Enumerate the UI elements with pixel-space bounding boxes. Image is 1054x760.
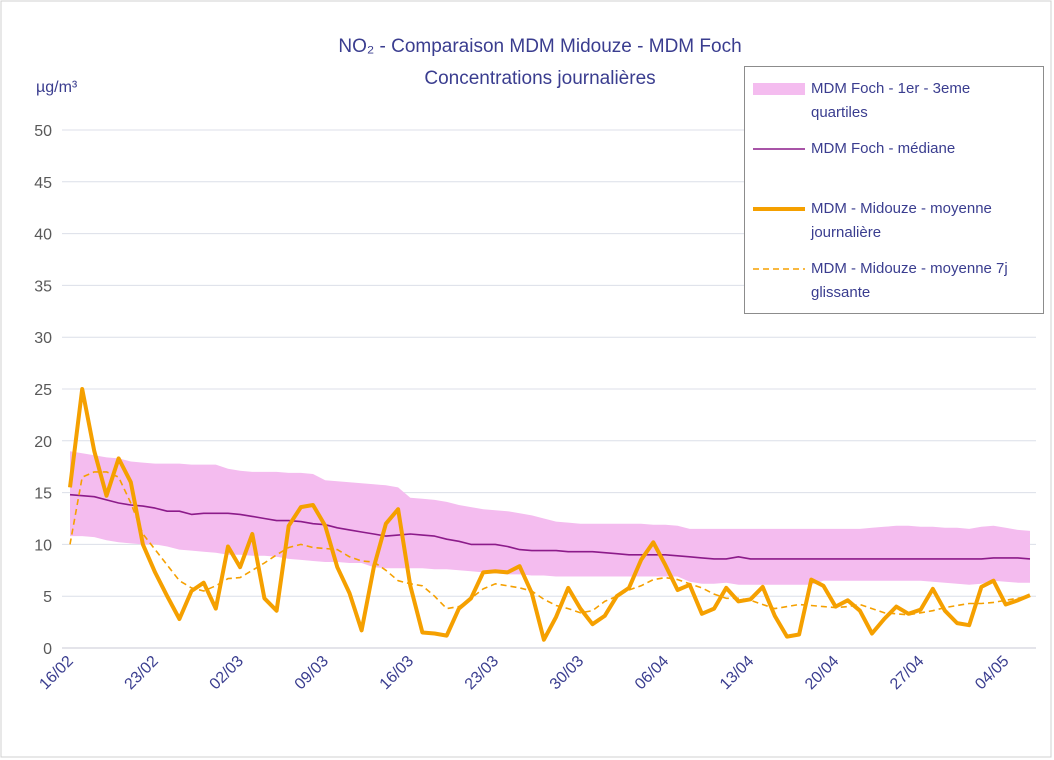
y-tick-label: 25 <box>34 382 52 399</box>
legend-swatch <box>753 148 805 150</box>
legend-swatch <box>753 268 805 270</box>
x-tick-label: 04/05 <box>972 653 1012 693</box>
y-tick-label: 5 <box>43 589 52 606</box>
x-tick-label: 13/04 <box>717 653 757 693</box>
y-tick-label: 35 <box>34 278 52 295</box>
legend-swatch <box>753 83 805 95</box>
x-tick-label: 09/03 <box>292 653 332 693</box>
legend-swatch-band <box>753 83 805 95</box>
y-tick-label: 45 <box>34 175 52 192</box>
chart-subtitle: Concentrations journalières <box>424 68 655 89</box>
series-line <box>69 493 1031 560</box>
x-tick-label: 02/03 <box>207 653 247 693</box>
y-tick-label: 30 <box>34 330 52 347</box>
series-line <box>68 387 1031 642</box>
x-tick-label: 20/04 <box>802 653 842 693</box>
y-tick-label: 50 <box>34 123 52 140</box>
x-tick-label: 23/02 <box>122 653 162 693</box>
x-tick-label: 30/03 <box>547 653 587 693</box>
y-tick-label: 10 <box>34 537 52 554</box>
chart-title: NO₂ - Comparaison MDM Midouze - MDM Foch <box>338 36 741 57</box>
y-tick-label: 40 <box>34 227 52 244</box>
legend-label: MDM - Midouze - moyenne 7j glissante <box>811 260 1008 301</box>
plot <box>68 387 1031 642</box>
x-tick-label: 27/04 <box>887 653 927 693</box>
legend: MDM Foch - 1er - 3eme quartiles MDM Foch … <box>744 66 1044 314</box>
legend-label: MDM Foch - médiane <box>811 140 956 157</box>
y-tick-label: 20 <box>34 434 52 451</box>
x-tick-label: 16/02 <box>36 653 76 693</box>
x-tick-label: 06/04 <box>632 653 672 693</box>
legend-label: MDM - Midouze - moyenne journalière <box>811 200 992 241</box>
quartile-band <box>70 451 1030 585</box>
legend-label: MDM Foch - 1er - 3eme quartiles <box>811 80 971 121</box>
grid <box>62 129 1036 649</box>
y-tick-label: 0 <box>43 641 52 658</box>
y-axis-label: µg/m³ <box>36 79 78 96</box>
legend-swatch <box>753 207 805 211</box>
series-line <box>69 471 1031 616</box>
x-tick-label: 16/03 <box>377 653 417 693</box>
y-tick-label: 15 <box>34 486 52 503</box>
x-tick-label: 23/03 <box>462 653 502 693</box>
